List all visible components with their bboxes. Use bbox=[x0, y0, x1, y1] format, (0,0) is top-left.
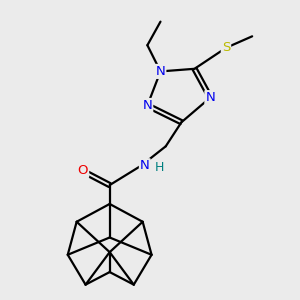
Text: N: N bbox=[206, 91, 215, 104]
Text: H: H bbox=[155, 161, 164, 174]
Text: N: N bbox=[140, 159, 150, 172]
Text: N: N bbox=[156, 65, 165, 78]
Text: S: S bbox=[222, 41, 230, 54]
Text: O: O bbox=[78, 164, 88, 177]
Text: N: N bbox=[142, 99, 152, 112]
